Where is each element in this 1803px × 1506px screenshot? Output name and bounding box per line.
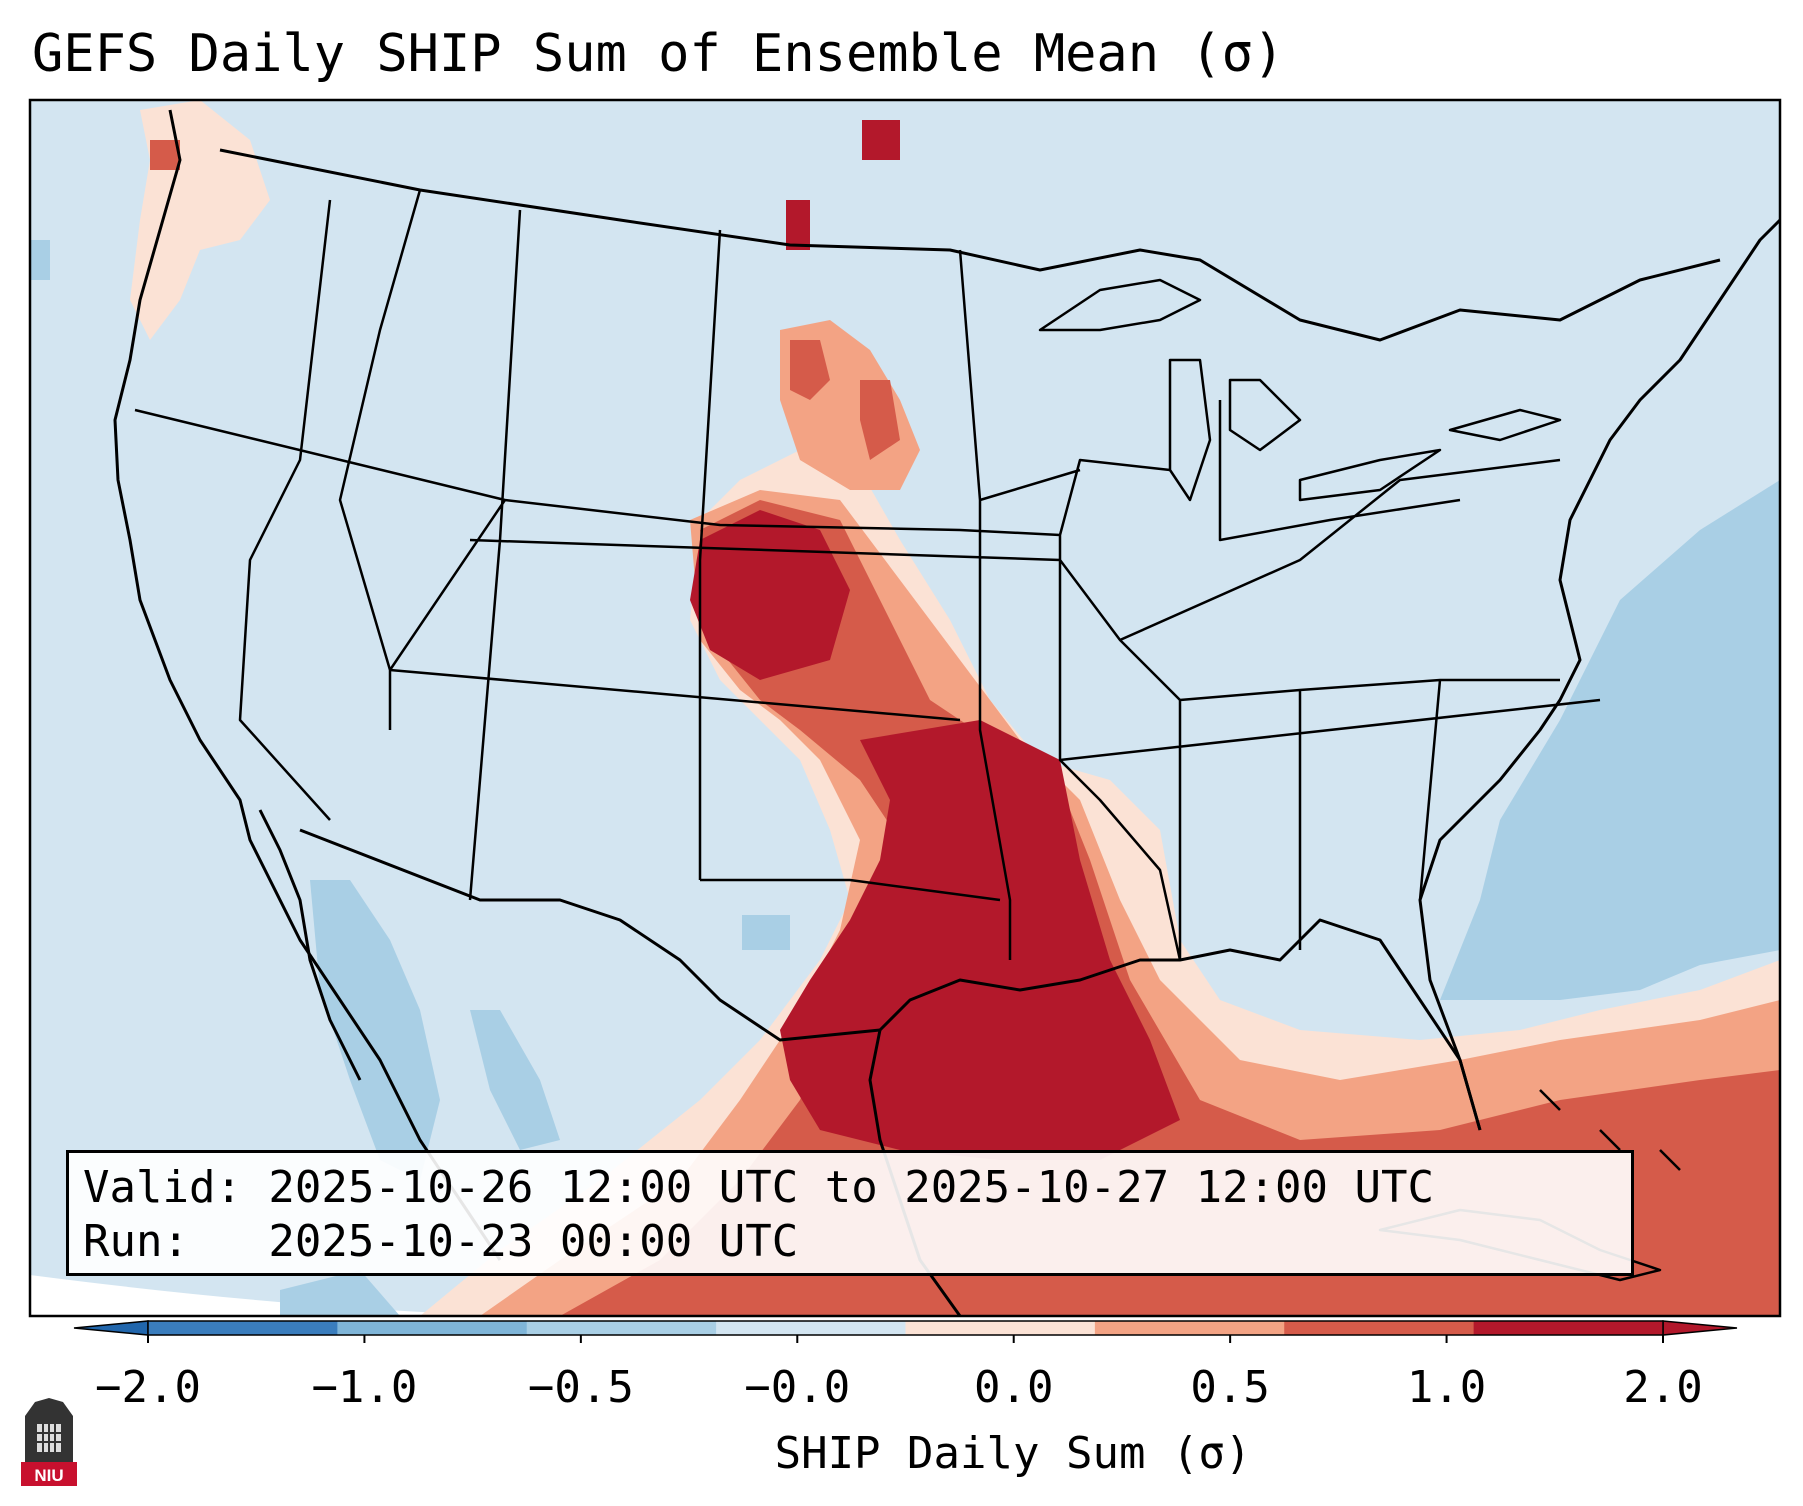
mexico-border — [299, 828, 881, 1042]
colorbar-tickmarks — [147, 1335, 1664, 1343]
canada-border — [219, 148, 1721, 342]
colorbar-segment — [1094, 1321, 1285, 1335]
plot-title: GEFS Daily SHIP Sum of Ensemble Mean (σ) — [32, 24, 1285, 84]
colorbar-segment — [905, 1321, 1096, 1335]
field-texas-minus — [742, 915, 790, 950]
colorbar-over-triangle — [1662, 1320, 1738, 1336]
colorbar-segment — [1473, 1321, 1664, 1335]
colorbar-segment — [148, 1321, 338, 1335]
great-lakes — [1038, 278, 1562, 502]
colorbar-tick-label: 0.0 — [973, 1362, 1054, 1413]
gulf-coastline — [878, 918, 1482, 1131]
logo-banner — [21, 1462, 77, 1486]
colorbar-tick-label: −1.0 — [311, 1362, 418, 1413]
field-pacific-minus — [280, 1270, 400, 1316]
field-mexico-minus-0.5b — [470, 1010, 560, 1150]
field-pnw-plus-strong — [150, 140, 180, 170]
colorbar-segments — [148, 1321, 1664, 1335]
field-plus-2.0 — [690, 510, 1180, 1160]
colorbar-segment — [716, 1321, 906, 1335]
colorbar-segment — [1284, 1321, 1475, 1335]
colorbar-under-triangle — [73, 1320, 149, 1336]
field-nd-plus — [786, 120, 900, 250]
baja-coastline — [258, 809, 362, 1081]
validity-info-box: Valid: 2025-10-26 12:00 UTC to 2025-10-2… — [66, 1150, 1634, 1276]
colorbar-tick-label: 0.5 — [1190, 1362, 1270, 1413]
map-frame — [28, 98, 1782, 1318]
colorbar-segment — [337, 1321, 528, 1335]
ship-field — [30, 100, 1780, 1316]
colorbar-tick-label: −0.0 — [744, 1362, 851, 1413]
colorbar — [73, 1320, 1738, 1343]
projection-edge-left — [30, 1275, 520, 1316]
field-atlantic-minus-0.5 — [1440, 480, 1780, 1000]
colorbar-tick-label: 2.0 — [1623, 1362, 1703, 1413]
field-mexico-minus-0.5 — [310, 880, 440, 1180]
colorbar-tick-label: −0.5 — [527, 1362, 634, 1413]
bahamas — [1539, 1089, 1681, 1171]
colorbar-frame — [147, 1320, 1664, 1336]
colorbar-label: SHIP Daily Sum (σ) — [774, 1428, 1252, 1479]
field-nv-minus — [30, 240, 50, 280]
valid-time-line: Valid: 2025-10-26 12:00 UTC to 2025-10-2… — [83, 1162, 1435, 1213]
colorbar-segment — [526, 1321, 717, 1335]
niu-logo: NIU — [21, 1398, 77, 1486]
pacific-coastline — [113, 109, 502, 1261]
logo-text: NIU — [34, 1466, 63, 1485]
field-dakota-plus-strong — [790, 340, 900, 460]
colorbar-tick-label: 1.0 — [1406, 1362, 1487, 1413]
run-time-line: Run: 2025-10-23 00:00 UTC — [83, 1216, 799, 1267]
state-lines — [134, 189, 1601, 961]
colorbar-tick-label: −2.0 — [95, 1362, 201, 1413]
